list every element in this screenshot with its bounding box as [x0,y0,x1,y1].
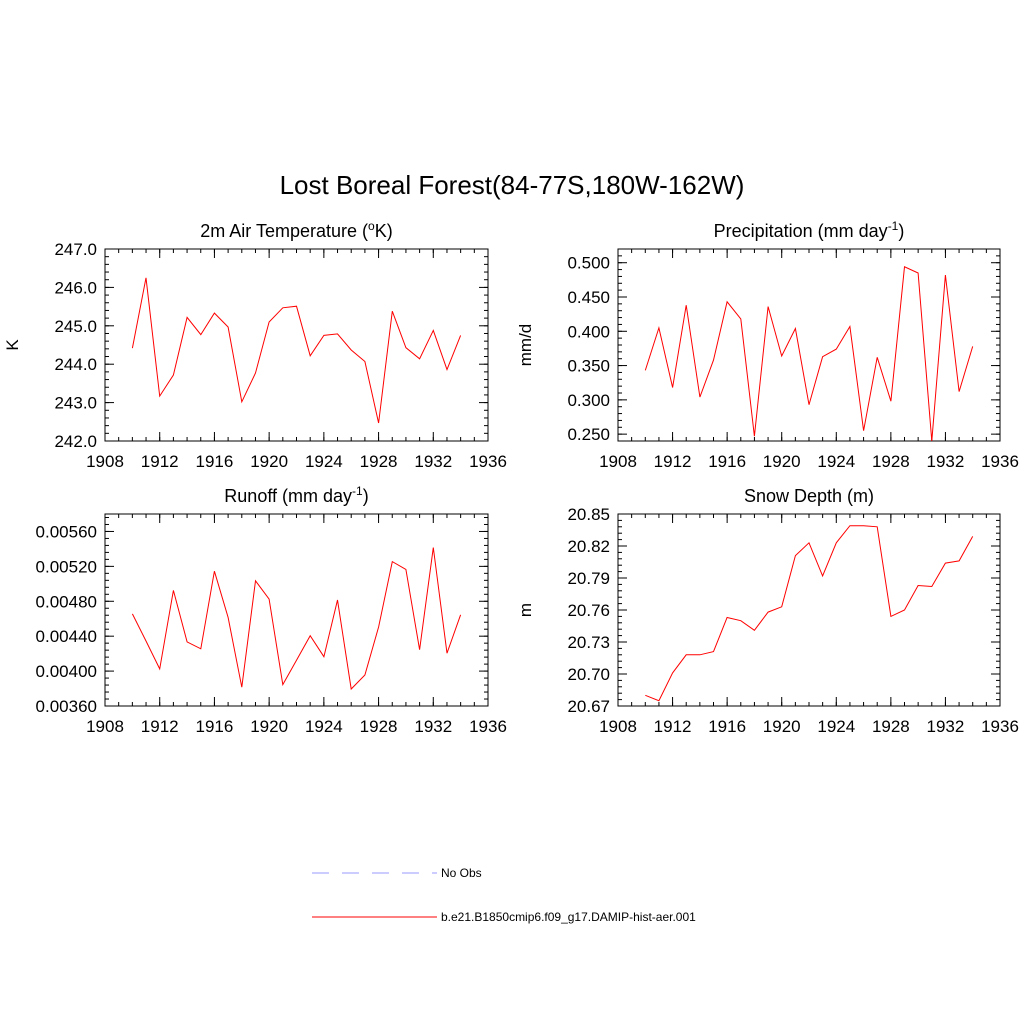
x-tick-label: 1928 [872,452,910,471]
panel-title-end: ) [898,221,904,241]
series-line-snow-depth [645,525,974,702]
x-tick-label: 1928 [872,717,910,736]
panel-title: Runoff (mm day-1) [224,484,368,506]
x-tick-label: 1916 [196,717,234,736]
x-tick-label: 1920 [763,452,801,471]
y-tick-label: 246.0 [54,278,97,297]
x-tick-label: 1924 [817,717,855,736]
y-tick-label: 0.00440 [36,627,97,646]
panel-title-superscript: o [368,219,375,233]
legend-label: b.e21.B1850cmip6.f09_g17.DAMIP-hist-aer.… [441,910,696,924]
x-tick-label: 1928 [360,717,398,736]
y-tick-label: 0.00400 [36,662,97,681]
panel-runoff: 1908 1912 1916 1920 1924 1928 1932 1936 0.00360 0… [36,484,507,736]
y-axis-label: m [516,603,535,617]
panel-title: 2m Air Temperature (oK) [200,219,392,241]
y-tick-label: 0.400 [567,322,610,341]
x-tick-label: 1916 [196,452,234,471]
plot-frame [617,248,1001,442]
panel-title-main: Precipitation (mm day [714,221,888,241]
figure-title: Lost Boreal Forest(84-77S,180W-162W) [279,170,745,200]
y-tick-label: 0.450 [567,288,610,307]
x-tick-label: 1912 [141,717,179,736]
x-tick-label: 1920 [250,717,288,736]
y-tick-label: 20.85 [567,505,610,524]
y-tick-label: 242.0 [54,432,97,451]
x-tick-label: 1936 [469,452,507,471]
series-line-runoff [131,547,462,691]
x-tick-label: 1936 [469,717,507,736]
panel-title: Snow Depth (m) [744,486,874,506]
y-axis-label: mm/d [516,324,535,367]
x-tick-label: 1924 [305,452,343,471]
panel-title-main: 2m Air Temperature ( [200,221,368,241]
x-tick-label: 1924 [817,452,855,471]
panel-title-main: Runoff (mm day [224,486,352,506]
y-tick-label: 0.00480 [36,592,97,611]
series-line-precipitation [644,266,974,442]
y-tick-label: 20.76 [567,601,610,620]
panel-title-end: ) [363,486,369,506]
y-tick-label: 0.00520 [36,557,97,576]
y-tick-label: 20.79 [567,569,610,588]
x-tick-label: 1916 [708,717,746,736]
y-tick-label: 0.00560 [36,522,97,541]
y-tick-label: 20.82 [567,537,610,556]
x-tick-label: 1908 [86,717,124,736]
y-tick-label: 245.0 [54,317,97,336]
x-tick-label: 1932 [927,452,965,471]
x-tick-label: 1932 [927,717,965,736]
y-tick-label: 20.73 [567,633,610,652]
y-tick-label: 0.250 [567,425,610,444]
x-tick-label: 1912 [654,717,692,736]
y-tick-label: 0.300 [567,391,610,410]
legend: No Obs b.e21.B1850cmip6.f09_g17.DAMIP-his… [312,866,696,924]
x-tick-label: 1908 [86,452,124,471]
y-tick-label: 20.70 [567,665,610,684]
plot-frame [104,248,489,442]
x-tick-label: 1912 [141,452,179,471]
x-tick-label: 1916 [708,452,746,471]
y-tick-label: 0.500 [567,254,610,273]
legend-label: No Obs [441,866,482,880]
y-tick-label: 243.0 [54,394,97,413]
x-tick-label: 1924 [305,717,343,736]
x-tick-label: 1932 [414,452,452,471]
plot-frame [104,513,489,707]
x-tick-label: 1936 [981,452,1019,471]
panel-title-main: Snow Depth (m) [744,486,874,506]
x-tick-label: 1936 [981,717,1019,736]
y-axis-label: K [3,339,22,351]
y-tick-label: 244.0 [54,355,97,374]
panel-title-superscript: -1 [352,484,363,498]
panel-temperature: 1908 1912 1916 1920 1924 1928 1932 1936 242.0 243… [3,219,507,471]
panel-snow-depth: 1908 1912 1916 1920 1924 1928 1932 1936 20.67 20.… [516,486,1019,736]
x-tick-label: 1920 [250,452,288,471]
x-tick-label: 1920 [763,717,801,736]
y-tick-label: 20.67 [567,697,610,716]
series-line-temperature [131,277,462,424]
y-tick-label: 0.350 [567,357,610,376]
x-tick-label: 1908 [599,452,637,471]
panel-title-superscript: -1 [888,219,899,233]
x-tick-label: 1928 [360,452,398,471]
panel-precipitation: 1908 1912 1916 1920 1924 1928 1932 1936 0.250 0.3… [516,219,1019,471]
x-tick-label: 1932 [414,717,452,736]
x-tick-label: 1912 [654,452,692,471]
x-tick-label: 1908 [599,717,637,736]
y-tick-label: 0.00360 [36,697,97,716]
panel-title: Precipitation (mm day-1) [714,219,905,241]
panel-title-end: K) [375,221,393,241]
y-tick-label: 247.0 [54,240,97,259]
